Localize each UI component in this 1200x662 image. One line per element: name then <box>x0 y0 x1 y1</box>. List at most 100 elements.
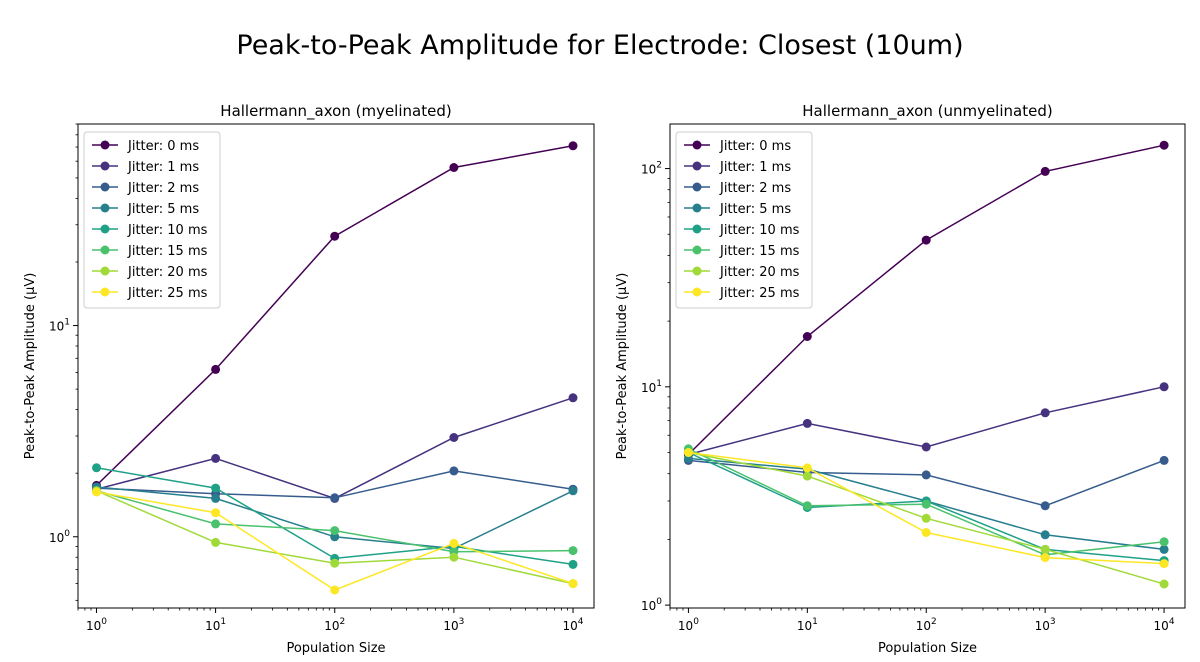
data-point <box>211 508 221 518</box>
data-point <box>1159 140 1169 150</box>
x-tick-label: 103 <box>1035 617 1056 633</box>
data-point <box>568 486 578 496</box>
legend-marker <box>100 287 110 297</box>
data-point <box>211 453 221 463</box>
legend-label: Jitter: 25 ms <box>127 286 208 301</box>
legend-marker <box>692 182 702 192</box>
legend-box <box>675 131 813 309</box>
legend-label: Jitter: 20 ms <box>719 265 800 280</box>
data-point <box>568 579 578 589</box>
y-tick-label: 102 <box>641 161 662 177</box>
data-point <box>449 163 459 172</box>
legend-label: Jitter: 10 ms <box>127 223 208 238</box>
legend-label: Jitter: 1 ms <box>719 160 791 175</box>
axes-frame <box>77 123 595 609</box>
data-point <box>1159 455 1169 465</box>
chart-panel-2: Hallermann_axon (unmyelinated) 100 101 102 1… <box>615 102 1186 656</box>
data-point <box>1040 530 1050 540</box>
data-point <box>1040 501 1050 511</box>
data-point <box>921 442 931 452</box>
legend: Jitter: 0 ms Jitter: 1 ms Jitter: 2 ms Jitt… <box>675 131 813 309</box>
x-tick-label: 102 <box>324 617 345 633</box>
legend-label: Jitter: 20 ms <box>127 265 208 280</box>
legend-label: Jitter: 25 ms <box>719 286 800 301</box>
data-point <box>568 559 578 569</box>
y-tick-label: 100 <box>641 597 662 613</box>
x-axis-label: Population Size <box>878 641 977 656</box>
legend: Jitter: 0 ms Jitter: 1 ms Jitter: 2 ms Jitt… <box>83 131 221 309</box>
x-tick-label: 101 <box>205 617 226 633</box>
data-point <box>921 513 931 523</box>
data-point <box>568 546 578 556</box>
y-axis-label: Peak-to-Peak Amplitude (μV) <box>615 273 630 460</box>
data-point <box>330 526 340 536</box>
data-point <box>1040 544 1050 554</box>
data-point <box>568 141 578 151</box>
legend-marker <box>692 245 702 255</box>
data-point <box>449 538 459 548</box>
x-tick-label: 102 <box>916 617 937 633</box>
legend-marker <box>100 266 110 276</box>
data-point <box>921 470 931 480</box>
y-tick-label: 101 <box>641 379 662 395</box>
x-tick-label: 101 <box>797 617 818 633</box>
data-point <box>449 466 459 476</box>
legend-marker <box>692 224 702 234</box>
data-point <box>1159 537 1169 547</box>
data-point <box>211 493 221 503</box>
data-point <box>211 364 221 374</box>
data-point <box>683 448 693 457</box>
data-point <box>92 487 101 497</box>
legend-marker <box>692 161 702 171</box>
data-point <box>1159 544 1169 554</box>
data-point <box>802 332 812 341</box>
data-point <box>211 537 221 547</box>
data-point <box>802 501 812 511</box>
data-point <box>1159 382 1169 392</box>
data-point <box>1040 408 1050 418</box>
data-point <box>449 433 459 442</box>
legend-marker <box>100 140 110 150</box>
data-point <box>1159 579 1169 589</box>
legend-label: Jitter: 5 ms <box>127 202 199 217</box>
legend-label: Jitter: 0 ms <box>719 139 791 154</box>
legend-marker <box>100 245 110 255</box>
y-tick-label: 100 <box>49 529 70 545</box>
x-tick-label: 104 <box>1154 617 1175 633</box>
chart-panel-1: Hallermann_axon (myelinated) 100 101 102 103… <box>23 102 595 656</box>
y-tick-label: 101 <box>49 318 70 334</box>
legend-label: Jitter: 0 ms <box>127 139 199 154</box>
legend-label: Jitter: 15 ms <box>127 244 208 259</box>
data-point <box>1040 553 1050 563</box>
x-tick-label: 104 <box>563 617 584 633</box>
legend-marker <box>692 203 702 213</box>
chart-title: Hallermann_axon (myelinated) <box>220 102 451 121</box>
data-point <box>802 463 812 473</box>
chart-title: Hallermann_axon (unmyelinated) <box>802 102 1052 121</box>
data-point <box>330 532 340 542</box>
data-point <box>568 393 578 403</box>
data-point <box>802 418 812 428</box>
legend-box <box>83 131 221 309</box>
legend-marker <box>100 224 110 234</box>
data-point <box>449 552 459 562</box>
y-axis-label: Peak-to-Peak Amplitude (μV) <box>23 273 38 460</box>
data-point <box>330 558 340 568</box>
x-tick-label: 103 <box>443 617 464 633</box>
data-point <box>330 231 340 241</box>
data-point <box>330 585 340 595</box>
legend-marker <box>100 182 110 192</box>
data-point <box>211 483 221 493</box>
legend-label: Jitter: 5 ms <box>719 202 791 217</box>
data-point <box>92 463 101 473</box>
figure-suptitle: Peak-to-Peak Amplitude for Electrode: Cl… <box>236 30 964 61</box>
legend-label: Jitter: 1 ms <box>127 160 199 175</box>
data-point <box>802 471 812 481</box>
legend-marker <box>100 203 110 213</box>
data-point <box>921 235 931 245</box>
data-point <box>1159 559 1169 569</box>
legend-marker <box>100 161 110 171</box>
data-point <box>211 519 221 529</box>
